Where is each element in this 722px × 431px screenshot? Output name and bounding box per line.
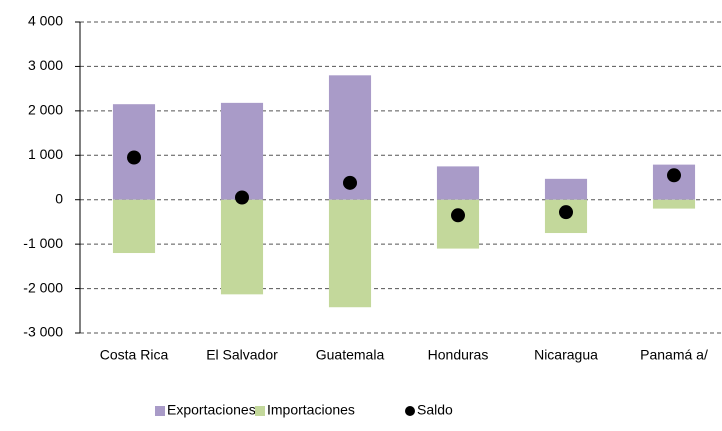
legend-label: Saldo xyxy=(417,402,453,418)
x-tick-label: Nicaragua xyxy=(534,347,598,363)
x-tick-label: Panamá a/ xyxy=(640,347,708,363)
y-tick-label: 1 000 xyxy=(28,146,63,162)
bar xyxy=(544,178,588,200)
legend-swatch xyxy=(405,406,415,416)
bar xyxy=(328,199,372,308)
saldo-marker xyxy=(451,208,465,223)
saldo-marker xyxy=(235,190,249,205)
y-tick-label: -3 000 xyxy=(23,324,63,340)
y-tick-label: -2 000 xyxy=(23,279,63,295)
bar xyxy=(436,166,480,200)
legend-swatch xyxy=(155,406,165,416)
bar xyxy=(436,199,480,249)
x-tick-label: El Salvador xyxy=(206,347,278,363)
bar xyxy=(112,199,156,254)
y-tick-label: 3 000 xyxy=(28,57,63,73)
legend-label: Importaciones xyxy=(267,402,355,418)
x-tick-label: Guatemala xyxy=(316,347,385,363)
x-tick-label: Honduras xyxy=(428,347,489,363)
bar xyxy=(220,199,264,295)
y-tick-label: -1 000 xyxy=(23,235,63,251)
bar xyxy=(652,199,696,209)
y-tick-label: 0 xyxy=(55,190,63,206)
legend-swatch xyxy=(255,406,265,416)
saldo-marker xyxy=(667,168,681,183)
legend-label: Exportaciones xyxy=(167,402,256,418)
saldo-marker xyxy=(343,175,357,190)
saldo-marker xyxy=(127,150,141,165)
y-tick-label: 4 000 xyxy=(28,13,63,29)
saldo-marker xyxy=(559,205,573,220)
y-tick-label: 2 000 xyxy=(28,102,63,118)
bar xyxy=(220,102,264,200)
x-tick-label: Costa Rica xyxy=(100,347,169,363)
